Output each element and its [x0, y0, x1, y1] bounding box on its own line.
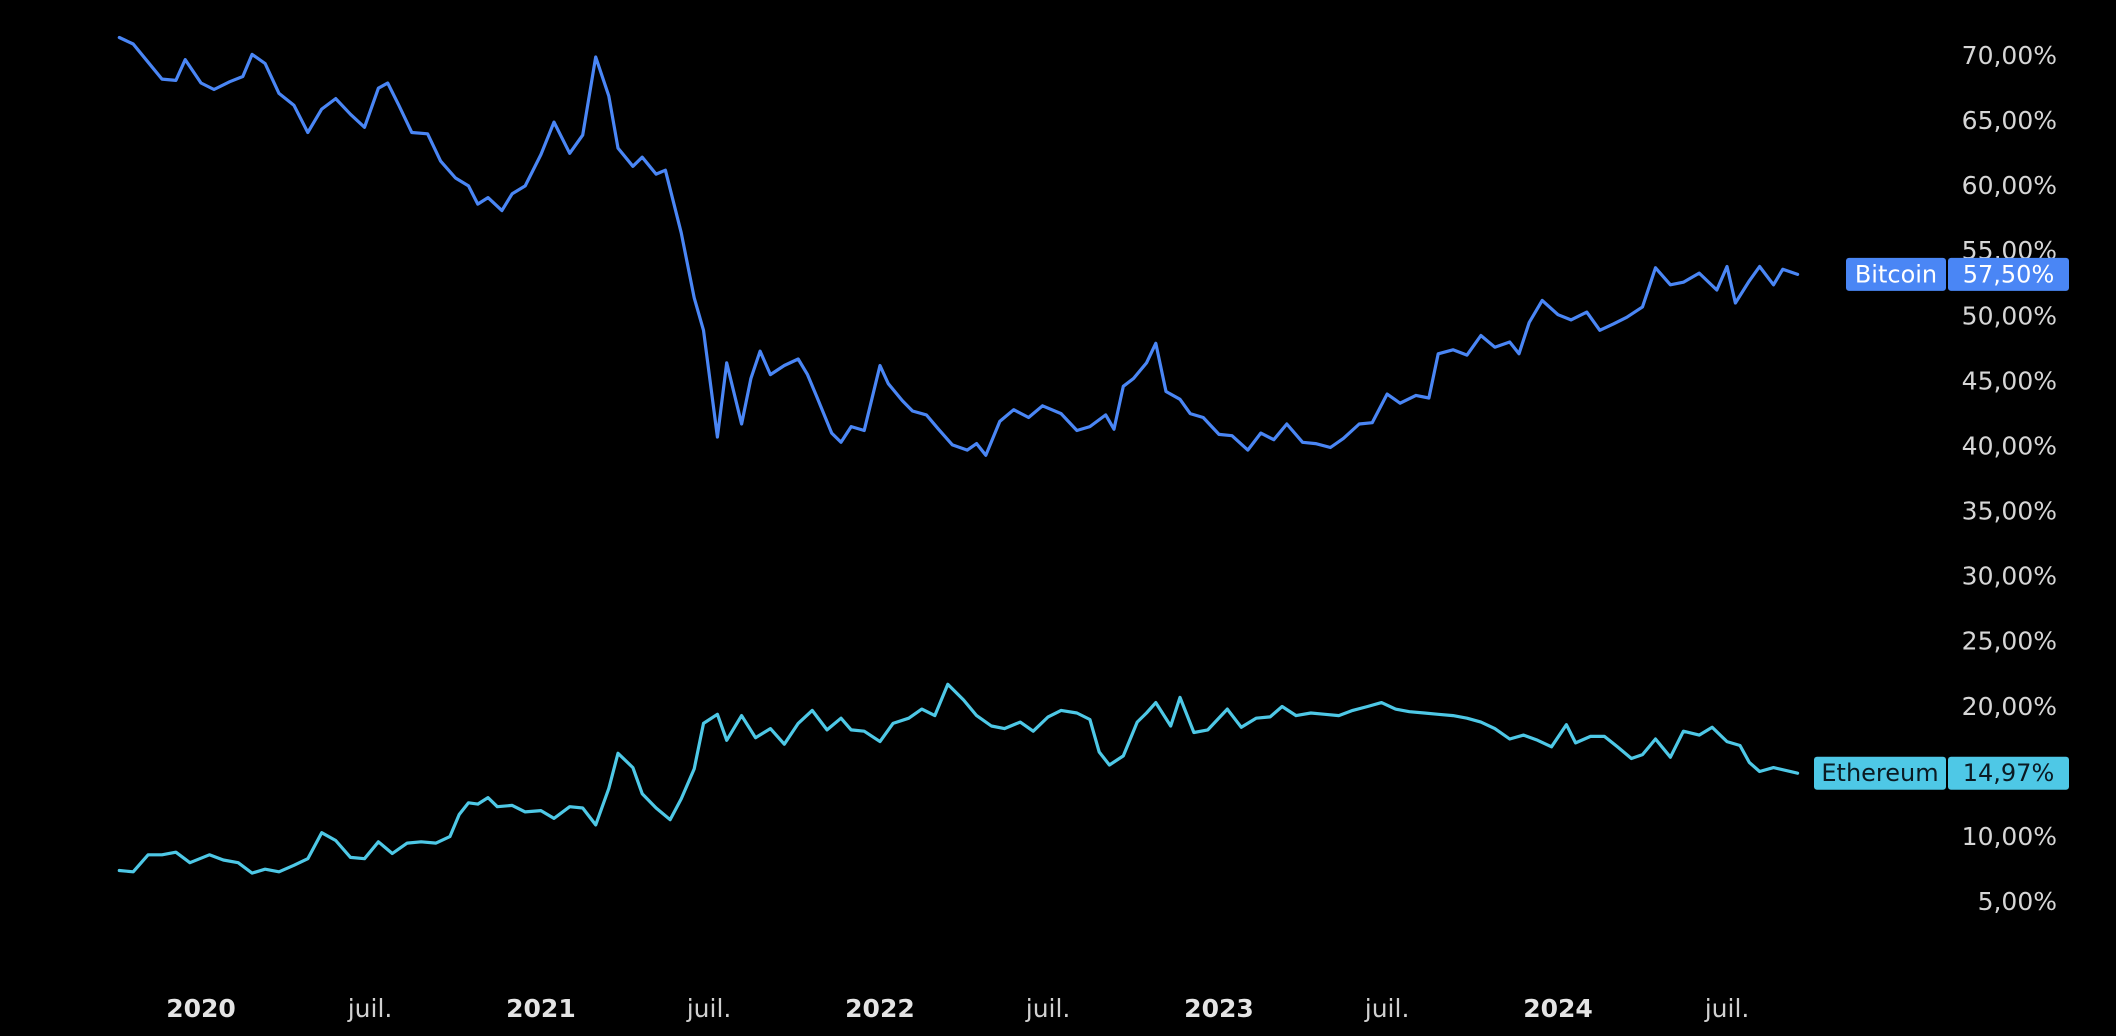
y-tick-label: 45,00%: [1962, 366, 2057, 395]
y-tick-label: 30,00%: [1962, 562, 2057, 591]
x-tick-month-label: juil.: [1025, 994, 1071, 1023]
y-tick-label: 10,00%: [1962, 822, 2057, 851]
x-tick-month-label: juil.: [1364, 994, 1410, 1023]
y-axis: 70,00%65,00%60,00%55,00%50,00%45,00%40,0…: [1962, 41, 2057, 916]
x-tick-month-label: juil.: [1704, 994, 1750, 1023]
ethereum-value-label: 14,97%: [1963, 759, 2055, 787]
y-tick-label: 20,00%: [1962, 692, 2057, 721]
y-tick-label: 50,00%: [1962, 301, 2057, 330]
ethereum-value-tag: [1948, 756, 2069, 790]
bitcoin-name-tag: [1846, 257, 1946, 291]
y-tick-label: 40,00%: [1962, 431, 2057, 460]
x-tick-month-label: juil.: [686, 994, 732, 1023]
ethereum-name-tag: [1814, 756, 1946, 790]
bitcoin-value-tag: [1948, 257, 2069, 291]
x-tick-year-label: 2020: [166, 994, 236, 1023]
series-line-ethereum: [117, 682, 1800, 875]
x-tick-year-label: 2023: [1184, 994, 1254, 1023]
series-lines: [117, 35, 1800, 875]
last-value-tags: Bitcoin 57,50% Ethereum 14,97%: [1814, 257, 2069, 790]
x-tick-year-label: 2024: [1523, 994, 1593, 1023]
bitcoin-name-label: Bitcoin: [1855, 260, 1937, 288]
y-tick-label: 5,00%: [1978, 887, 2057, 916]
x-tick-year-label: 2021: [506, 994, 576, 1023]
x-axis: 2020 juil. 2021 juil. 2022 juil. 2023 juil. 2024…: [166, 994, 1749, 1023]
y-tick-label: 70,00%: [1962, 41, 2057, 70]
series-line-bitcoin: [117, 35, 1800, 457]
ethereum-name-label: Ethereum: [1821, 759, 1938, 787]
bitcoin-value-label: 57,50%: [1963, 260, 2055, 288]
x-tick-month-label: juil.: [347, 994, 393, 1023]
y-tick-label: 25,00%: [1962, 627, 2057, 656]
x-tick-year-label: 2022: [845, 994, 915, 1023]
y-tick-label: 35,00%: [1962, 497, 2057, 526]
y-tick-label: 60,00%: [1962, 171, 2057, 200]
y-tick-label: 65,00%: [1962, 106, 2057, 135]
